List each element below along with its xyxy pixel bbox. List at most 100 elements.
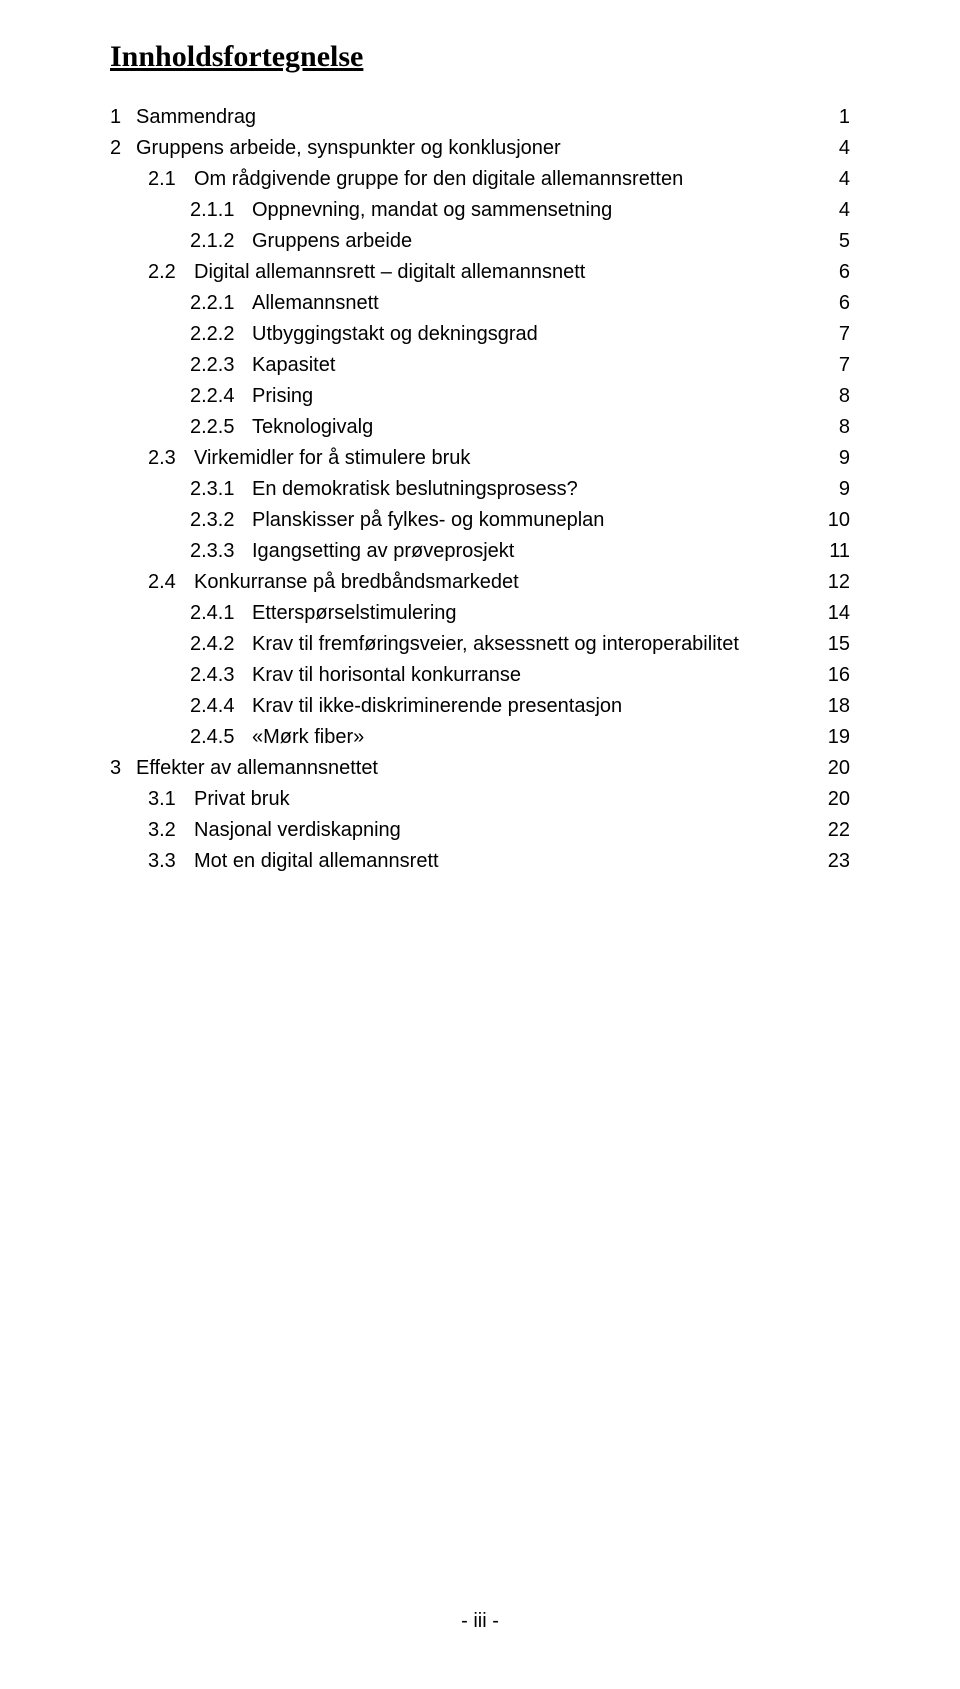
toc-entry-page: 9 [822, 443, 850, 474]
toc-row: 2.4.2Krav til fremføringsveier, aksessne… [110, 629, 850, 660]
toc-entry-number: 3 [110, 753, 136, 784]
toc-entry-label: Mot en digital allemannsrett [194, 846, 439, 877]
toc-entry-number: 2.3.2 [190, 505, 252, 536]
toc-entry-label: Allemannsnett [252, 288, 379, 319]
toc-entry-label: Planskisser på fylkes- og kommuneplan [252, 505, 604, 536]
toc-entry-label: Virkemidler for å stimulere bruk [194, 443, 470, 474]
page-footer: - iii - [0, 1610, 960, 1633]
toc-row: 2.3.2Planskisser på fylkes- og kommunepl… [110, 505, 850, 536]
toc-title: Innholdsfortegnelse [110, 40, 850, 74]
toc-row: 2Gruppens arbeide, synspunkter og konklu… [110, 133, 850, 164]
toc-entry-number: 2.3 [148, 443, 194, 474]
toc-row: 2.3.1En demokratisk beslutningsprosess? 9 [110, 474, 850, 505]
toc-entry-label: En demokratisk beslutningsprosess? [252, 474, 578, 505]
toc-row: 3.2Nasjonal verdiskapning 22 [110, 815, 850, 846]
toc-entry-number: 3.1 [148, 784, 194, 815]
toc-entry-number: 2.2.5 [190, 412, 252, 443]
toc-entry-number: 2.4.1 [190, 598, 252, 629]
toc-entry-page: 4 [822, 195, 850, 226]
toc-entry-label: Sammendrag [136, 102, 256, 133]
toc-entry-number: 3.2 [148, 815, 194, 846]
toc-entry-page: 12 [822, 567, 850, 598]
toc-entry-number: 2.1 [148, 164, 194, 195]
toc-entry-page: 9 [822, 474, 850, 505]
toc-entry-page: 8 [822, 381, 850, 412]
toc-entry-page: 22 [822, 815, 850, 846]
toc-list: 1Sammendrag12Gruppens arbeide, synspunkt… [110, 102, 850, 877]
toc-entry-page: 4 [822, 164, 850, 195]
toc-row: 2.2Digital allemannsrett – digitalt alle… [110, 257, 850, 288]
toc-row: 2.2.1Allemannsnett6 [110, 288, 850, 319]
toc-entry-page: 1 [822, 102, 850, 133]
toc-entry-label: Krav til ikke-diskriminerende presentasj… [252, 691, 622, 722]
toc-entry-label: Krav til fremføringsveier, aksessnett og… [252, 629, 739, 660]
toc-entry-label: Teknologivalg [252, 412, 373, 443]
toc-entry-label: Kapasitet [252, 350, 335, 381]
toc-entry-number: 2.4.3 [190, 660, 252, 691]
toc-entry-page: 14 [822, 598, 850, 629]
toc-entry-label: Gruppens arbeide, synspunkter og konklus… [136, 133, 561, 164]
toc-entry-number: 2 [110, 133, 136, 164]
toc-entry-number: 2.4 [148, 567, 194, 598]
toc-entry-number: 2.3.1 [190, 474, 252, 505]
toc-entry-label: Gruppens arbeide [252, 226, 412, 257]
toc-entry-page: 20 [822, 784, 850, 815]
toc-entry-number: 2.4.4 [190, 691, 252, 722]
toc-entry-label: Etterspørselstimulering [252, 598, 457, 629]
toc-entry-label: Effekter av allemannsnettet [136, 753, 378, 784]
toc-entry-page: 18 [822, 691, 850, 722]
toc-row: 3Effekter av allemannsnettet20 [110, 753, 850, 784]
toc-row: 2.1.1Oppnevning, mandat og sammensetning… [110, 195, 850, 226]
page: Innholdsfortegnelse 1Sammendrag12Gruppen… [0, 0, 960, 1689]
toc-row: 2.4.3Krav til horisontal konkurranse 16 [110, 660, 850, 691]
toc-entry-label: Privat bruk [194, 784, 290, 815]
toc-entry-page: 6 [822, 288, 850, 319]
toc-entry-number: 1 [110, 102, 136, 133]
toc-row: 2.4.5«Mørk fiber» 19 [110, 722, 850, 753]
toc-entry-label: Igangsetting av prøveprosjekt [252, 536, 514, 567]
toc-entry-label: Prising [252, 381, 313, 412]
toc-row: 2.1Om rådgivende gruppe for den digitale… [110, 164, 850, 195]
toc-entry-label: Konkurranse på bredbåndsmarkedet [194, 567, 519, 598]
toc-entry-page: 10 [822, 505, 850, 536]
toc-entry-number: 3.3 [148, 846, 194, 877]
toc-row: 2.2.5Teknologivalg 8 [110, 412, 850, 443]
toc-entry-page: 7 [822, 319, 850, 350]
toc-entry-number: 2.2.4 [190, 381, 252, 412]
toc-entry-label: Utbyggingstakt og dekningsgrad [252, 319, 538, 350]
toc-entry-number: 2.2.2 [190, 319, 252, 350]
toc-entry-page: 19 [822, 722, 850, 753]
toc-entry-number: 2.1.2 [190, 226, 252, 257]
toc-entry-page: 4 [822, 133, 850, 164]
toc-entry-label: Krav til horisontal konkurranse [252, 660, 521, 691]
toc-entry-page: 11 [822, 536, 850, 567]
toc-row: 2.4.1Etterspørselstimulering 14 [110, 598, 850, 629]
toc-entry-label: Nasjonal verdiskapning [194, 815, 401, 846]
toc-entry-number: 2.4.2 [190, 629, 252, 660]
toc-row: 2.2.3Kapasitet 7 [110, 350, 850, 381]
toc-entry-label: Om rådgivende gruppe for den digitale al… [194, 164, 683, 195]
toc-entry-page: 23 [822, 846, 850, 877]
toc-entry-page: 6 [822, 257, 850, 288]
toc-entry-page: 16 [822, 660, 850, 691]
toc-entry-number: 2.1.1 [190, 195, 252, 226]
toc-row: 2.2.4Prising 8 [110, 381, 850, 412]
toc-row: 2.4Konkurranse på bredbåndsmarkedet 12 [110, 567, 850, 598]
toc-entry-number: 2.2.3 [190, 350, 252, 381]
toc-row: 2.1.2Gruppens arbeide5 [110, 226, 850, 257]
toc-row: 3.3Mot en digital allemannsrett 23 [110, 846, 850, 877]
toc-row: 2.2.2Utbyggingstakt og dekningsgrad 7 [110, 319, 850, 350]
toc-entry-label: «Mørk fiber» [252, 722, 364, 753]
toc-entry-page: 7 [822, 350, 850, 381]
toc-entry-page: 8 [822, 412, 850, 443]
toc-row: 2.3.3Igangsetting av prøveprosjekt 11 [110, 536, 850, 567]
toc-entry-number: 2.2 [148, 257, 194, 288]
toc-row: 1Sammendrag1 [110, 102, 850, 133]
toc-entry-label: Digital allemannsrett – digitalt alleman… [194, 257, 585, 288]
toc-row: 2.4.4Krav til ikke-diskriminerende prese… [110, 691, 850, 722]
toc-entry-page: 15 [822, 629, 850, 660]
toc-entry-number: 2.4.5 [190, 722, 252, 753]
toc-row: 3.1Privat bruk 20 [110, 784, 850, 815]
toc-entry-label: Oppnevning, mandat og sammensetning [252, 195, 612, 226]
toc-entry-number: 2.3.3 [190, 536, 252, 567]
